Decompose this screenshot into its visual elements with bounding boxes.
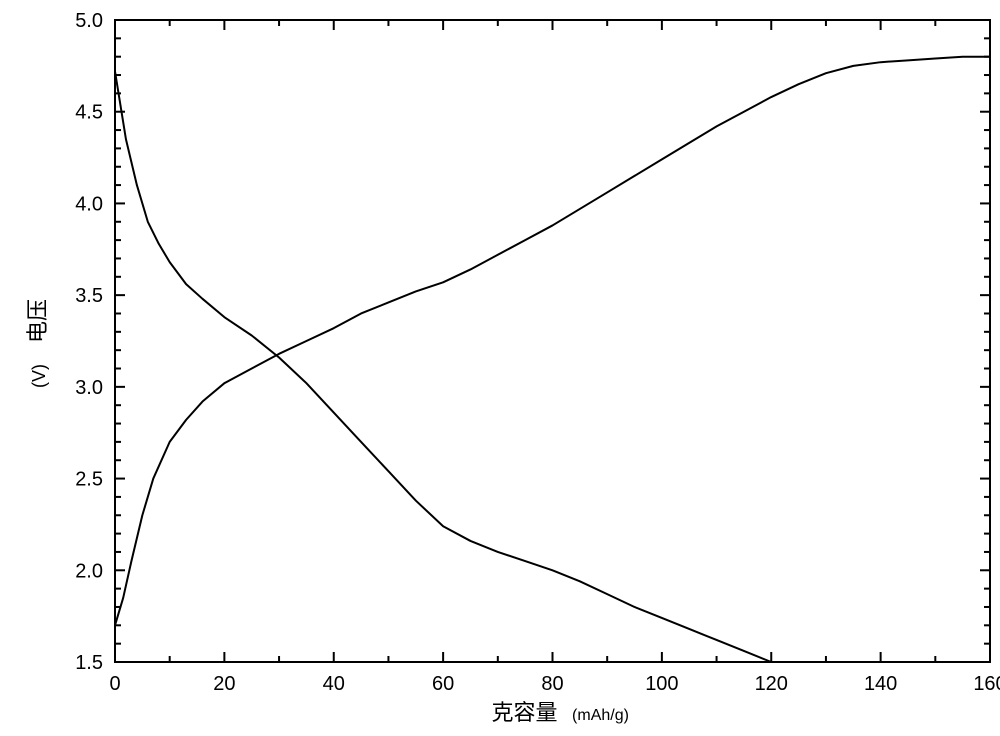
y-tick-label: 3.0 bbox=[75, 377, 103, 399]
y-tick-label: 3.5 bbox=[75, 285, 103, 307]
x-tick-label: 40 bbox=[323, 673, 345, 695]
x-tick-label: 160 bbox=[973, 673, 1000, 695]
y-tick-label: 4.5 bbox=[75, 102, 103, 124]
y-axis-label: 电压 (V) bbox=[25, 299, 50, 388]
y-tick-label: 2.0 bbox=[75, 560, 103, 582]
y-tick-label: 2.5 bbox=[75, 469, 103, 491]
x-tick-label: 80 bbox=[541, 673, 563, 695]
x-tick-label: 100 bbox=[645, 673, 678, 695]
voltage-capacity-chart: 0 20 40 60 80 100 120 140 160 1.5 2.0 2.5 3.0 3.5 4.0 4… bbox=[0, 0, 1000, 736]
x-tick-label: 60 bbox=[432, 673, 454, 695]
y-tick-label: 1.5 bbox=[75, 652, 103, 674]
x-tick-label: 0 bbox=[109, 673, 120, 695]
svg-text:电压: 电压 bbox=[25, 299, 50, 343]
y-tick-label: 4.0 bbox=[75, 193, 103, 215]
x-tick-label: 140 bbox=[864, 673, 897, 695]
svg-text:(mAh/g): (mAh/g) bbox=[572, 707, 629, 724]
svg-text:克容量: 克容量 bbox=[491, 700, 557, 725]
x-tick-label: 120 bbox=[755, 673, 788, 695]
y-tick-label: 5.0 bbox=[75, 10, 103, 32]
x-tick-label: 20 bbox=[213, 673, 235, 695]
svg-text:(V): (V) bbox=[29, 364, 49, 388]
